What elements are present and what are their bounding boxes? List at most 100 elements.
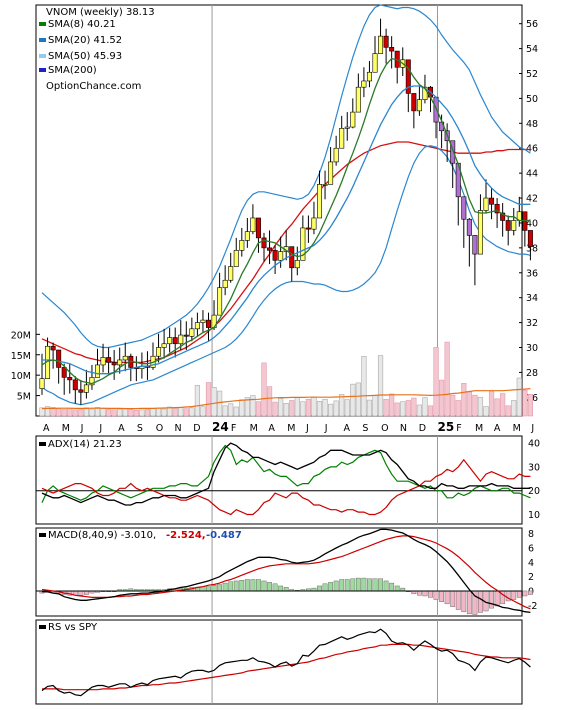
candle-body [466, 218, 472, 236]
volume-bar [128, 409, 134, 417]
legend-swatch-sma20 [39, 38, 46, 42]
x-month-label: A [344, 423, 351, 434]
price-panel: 26283032343638404244464850525456 5M10M15… [11, 4, 538, 417]
volume-bar [211, 387, 217, 417]
volume-bar [50, 407, 56, 417]
legend-sma200: SMA(200) [48, 65, 97, 76]
price-tick-label: 54 [526, 44, 538, 55]
volume-bar [250, 395, 256, 417]
volume-bar [366, 399, 373, 417]
volume-bar [427, 405, 434, 417]
adx-y-axis: 10 20 30 40 [528, 439, 540, 521]
candle-body [78, 389, 84, 393]
volume-bar [416, 404, 423, 417]
volume-bar [316, 400, 323, 417]
volume-bar [56, 408, 62, 417]
macd-signal-line [41, 535, 531, 610]
volume-average-line [41, 388, 531, 410]
x-month-label: A [118, 423, 125, 434]
volume-bar [178, 407, 184, 417]
volume-bar [200, 406, 206, 417]
macd-histogram-bar [222, 582, 228, 592]
x-month-label: D [419, 423, 426, 434]
rs-grid [211, 620, 438, 704]
candle-body [477, 210, 483, 255]
price-panel-frame [35, 4, 523, 417]
volume-tick-label: 15M [11, 351, 31, 362]
volume-bar [350, 383, 356, 417]
candle-body [372, 53, 378, 73]
volume-bar [483, 406, 489, 417]
macd-histogram-bar [367, 578, 372, 592]
volume-bar [150, 408, 156, 417]
candle-body [450, 140, 456, 164]
legend-swatch-sma200 [39, 68, 46, 72]
macd-tick-label: 8 [528, 529, 534, 540]
volume-bar [488, 390, 495, 417]
volume-bar [106, 409, 112, 417]
volume-bar [266, 386, 273, 417]
adx-panel: 10 20 30 40 ADX(14) 21.23 [35, 435, 540, 525]
macd-histogram-bar [83, 590, 89, 595]
candle-body [361, 80, 367, 88]
price-tick-label: 28 [526, 368, 538, 379]
price-tick-label: 42 [526, 194, 538, 205]
macd-histogram-bar [516, 590, 522, 598]
price-tick-label: 56 [526, 19, 538, 30]
macd-histogram-bar [511, 590, 517, 600]
volume-bar [44, 406, 51, 417]
candle-body [61, 367, 67, 378]
candle-body [350, 111, 356, 128]
candle-body [222, 279, 228, 289]
rs-average-line [42, 643, 531, 691]
macd-line [42, 528, 531, 614]
bollinger-lower-band [41, 145, 531, 406]
volume-bar [327, 403, 334, 417]
x-year-label: 24 [212, 420, 229, 434]
x-month-label: M [513, 423, 521, 434]
candle-body [89, 377, 95, 386]
macd-histogram-bar [272, 583, 278, 592]
candle-body [316, 184, 322, 219]
adx-tick-label: 30 [528, 462, 540, 473]
candle-body [255, 217, 261, 239]
macd-tick-label: 2 [528, 572, 534, 583]
legend-sma8: SMA(8) 40.21 [48, 19, 116, 30]
adx-tick-label: 20 [528, 486, 540, 497]
volume-bar [272, 401, 278, 417]
volume-bar [383, 398, 389, 417]
x-month-label: F [456, 423, 461, 434]
candle-body [378, 35, 384, 54]
macd-histogram-bar [383, 580, 389, 592]
volume-tick-label: 20M [11, 330, 31, 341]
macd-tick-label: 4 [528, 558, 534, 569]
volume-bar [133, 409, 139, 417]
volume-bar [527, 394, 533, 417]
macd-histogram-bar [422, 590, 428, 597]
macd-histogram-bar [417, 590, 422, 596]
candle-body [294, 260, 300, 269]
volume-bar [455, 400, 461, 417]
macd-histogram-bar [233, 580, 239, 592]
candle-body [300, 227, 306, 261]
candle-body [111, 362, 117, 366]
volume-bar [372, 394, 378, 417]
adx-panel-frame [35, 435, 523, 525]
candle-body [289, 246, 295, 269]
candle-body [411, 93, 417, 112]
volume-bar [228, 403, 234, 417]
candle-body [183, 334, 189, 337]
x-month-label: J [98, 423, 102, 434]
candle-body [305, 227, 311, 230]
candle-body [244, 231, 250, 241]
volume-bar [233, 406, 239, 417]
volume-bar [239, 399, 245, 417]
volume-bar [333, 400, 339, 417]
volume-bar [472, 394, 478, 417]
watermark: OptionChance.com [46, 81, 141, 92]
candle-body [322, 184, 328, 186]
volume-bar [261, 362, 267, 417]
volume-bar [94, 407, 101, 417]
x-month-label: J [80, 423, 84, 434]
volume-bar [516, 377, 522, 417]
